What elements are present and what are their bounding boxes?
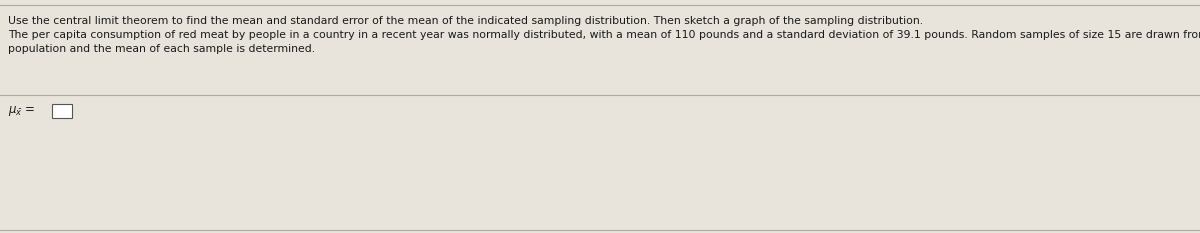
Bar (52, 104, 72, 118)
Text: population and the mean of each sample is determined.: population and the mean of each sample i… (8, 44, 316, 54)
Text: Use the central limit theorem to find the mean and standard error of the mean of: Use the central limit theorem to find th… (8, 16, 923, 26)
Text: $\mu_{\bar{x}}$ =: $\mu_{\bar{x}}$ = (8, 104, 35, 118)
Text: The per capita consumption of red meat by people in a country in a recent year w: The per capita consumption of red meat b… (8, 30, 1200, 40)
